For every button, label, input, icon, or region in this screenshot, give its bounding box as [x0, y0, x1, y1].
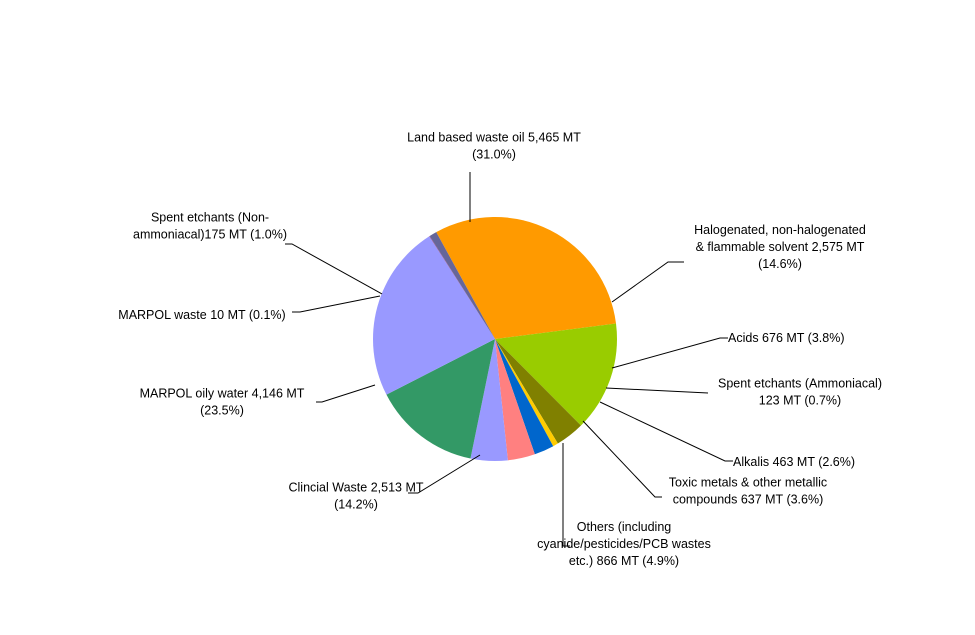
slice-label-line: Spent etchants (Ammoniacal): [718, 377, 882, 391]
slice-label-line: MARPOL oily water 4,146 MT: [140, 387, 305, 401]
slice-label-line: Halogenated, non-halogenated: [694, 223, 866, 237]
slice-label-1: Halogenated, non-halogenated & flammable …: [694, 223, 866, 271]
slice-label-line: & flammable solvent 2,575 MT: [696, 240, 865, 254]
leader-line-9: [292, 295, 381, 313]
slice-label-9: MARPOL waste 10 MT (0.1%): [118, 308, 285, 322]
slice-label-line: Clincial Waste 2,513 MT: [289, 481, 424, 495]
slice-label-8: MARPOL oily water 4,146 MT (23.5%): [140, 387, 305, 418]
leader-line-10: [285, 243, 383, 295]
slice-label-line: Land based waste oil 5,465 MT: [407, 131, 581, 145]
slice-label-line: Spent etchants (Non-: [151, 211, 269, 225]
slice-labels: Land based waste oil 5,465 MT (31.0%) Halo…: [118, 131, 882, 569]
slice-label-line: cyanide/pesticides/PCB wastes: [537, 537, 711, 551]
leader-line-6: [562, 443, 570, 547]
slice-label-line: ammoniacal)175 MT (1.0%): [133, 228, 287, 242]
slice-label-line: (14.6%): [758, 257, 802, 271]
pie-slice-6: [470, 339, 508, 462]
slice-label-line: (31.0%): [472, 148, 516, 162]
slice-label-10: Spent etchants (Non-ammoniacal)175 MT (1…: [133, 211, 287, 242]
pie-slice-1: [495, 323, 617, 426]
pie-slices: [373, 217, 617, 462]
pie-slice-7: [386, 339, 495, 459]
slice-label-line: etc.) 866 MT (4.9%): [569, 554, 679, 568]
leader-line-7: [408, 454, 481, 494]
pie-slice-2: [495, 339, 581, 444]
pie-slice-10: [429, 232, 495, 339]
slice-label-5: Toxic metals & other metallic compounds 6…: [669, 476, 827, 507]
slice-label-2: Acids 676 MT (3.8%): [728, 331, 844, 345]
slice-label-line: MARPOL waste 10 MT (0.1%): [118, 308, 285, 322]
slice-label-7: Clincial Waste 2,513 MT (14.2%): [289, 481, 424, 512]
slice-label-0: Land based waste oil 5,465 MT (31.0%): [407, 131, 581, 162]
leader-lines: [285, 172, 733, 547]
slice-label-line: compounds 637 MT (3.6%): [673, 493, 824, 507]
pie-slice-4: [495, 339, 554, 455]
slice-label-line: Alkalis 463 MT (2.6%): [733, 455, 855, 469]
slice-label-4: Alkalis 463 MT (2.6%): [733, 455, 855, 469]
leader-line-4: [599, 401, 733, 462]
pie-slice-3: [495, 339, 558, 447]
slice-label-line: Acids 676 MT (3.8%): [728, 331, 844, 345]
slice-label-line: (14.2%): [334, 498, 378, 512]
slice-label-line: Toxic metals & other metallic: [669, 476, 827, 490]
slice-label-line: Others (including: [577, 520, 672, 534]
pie-slice-0: [436, 217, 616, 339]
leader-line-1: [611, 261, 684, 303]
leader-line-2: [611, 337, 728, 369]
pie-slice-5: [495, 339, 535, 461]
leader-line-8: [316, 384, 376, 403]
slice-label-line: (23.5%): [200, 404, 244, 418]
leader-line-5: [582, 420, 662, 498]
leader-line-3: [605, 387, 709, 394]
slice-label-6: Others (including cyanide/pesticides/PCB …: [537, 520, 711, 568]
pie-slice-8: [373, 236, 495, 395]
slice-label-line: 123 MT (0.7%): [759, 394, 841, 408]
slice-label-3: Spent etchants (Ammoniacal) 123 MT (0.7%): [718, 377, 882, 408]
pie-slice-9: [429, 235, 495, 339]
